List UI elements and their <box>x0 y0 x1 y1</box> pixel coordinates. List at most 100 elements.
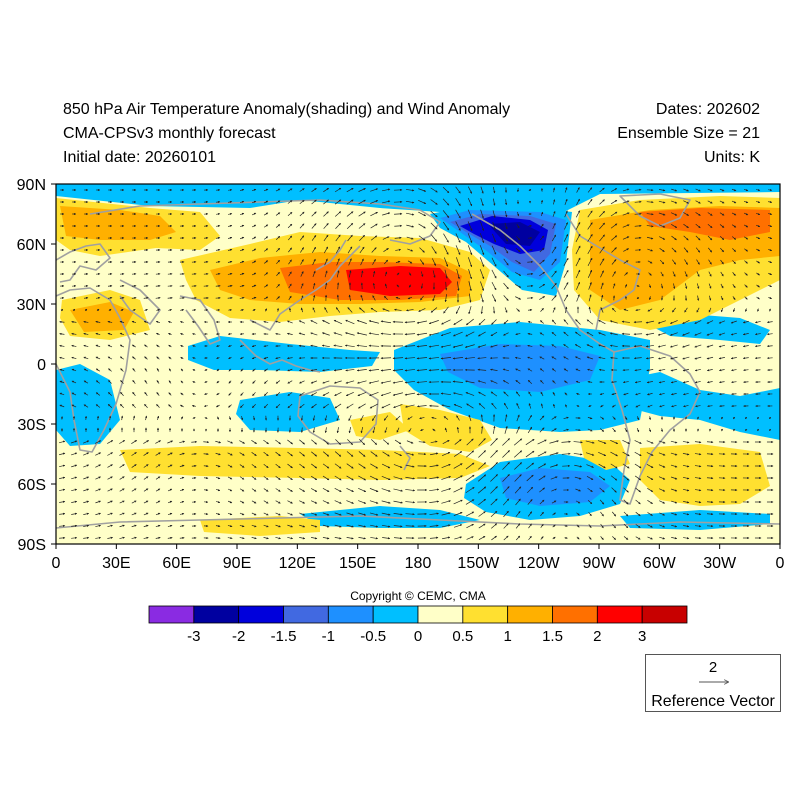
wind-vector <box>658 212 666 216</box>
wind-vector <box>744 236 749 240</box>
wind-vector <box>324 258 328 266</box>
wind-vector <box>730 344 737 348</box>
wind-vector <box>732 272 736 277</box>
wind-vector <box>696 271 700 277</box>
wind-vector <box>404 345 416 348</box>
wind-vector <box>251 272 257 276</box>
wind-vector <box>156 344 160 348</box>
lon-tick-label: 0 <box>776 555 785 572</box>
wind-vector <box>287 200 293 204</box>
wind-vector <box>768 284 773 288</box>
wind-vector <box>143 320 148 324</box>
colorbar-swatch <box>552 605 598 624</box>
lon-tick-label: 30W <box>703 555 737 572</box>
wind-vector <box>756 236 761 240</box>
wind-vector <box>346 199 354 205</box>
wind-vector <box>504 222 508 230</box>
wind-vector <box>467 209 473 219</box>
wind-vector <box>552 187 556 193</box>
wind-vector <box>502 345 510 348</box>
wind-vector <box>385 271 388 277</box>
wind-vector <box>610 211 618 217</box>
wind-vector <box>732 260 736 264</box>
wind-vector <box>527 344 533 347</box>
wind-vector <box>442 198 450 206</box>
wind-vector <box>742 345 749 348</box>
wind-vector <box>718 320 726 324</box>
wind-vector <box>288 271 292 277</box>
wind-vector <box>732 248 736 252</box>
wind-vector <box>107 284 113 288</box>
wind-vector <box>467 197 473 207</box>
wind-vector <box>300 283 304 289</box>
lon-tick-label: 90E <box>223 555 251 572</box>
wind-vector <box>659 236 666 240</box>
wind-vector <box>275 320 281 324</box>
coastline-north-america-west <box>471 213 615 353</box>
wind-vector <box>361 270 364 278</box>
wind-vector <box>551 331 557 337</box>
wind-vector <box>240 224 245 228</box>
wind-vector <box>418 235 426 241</box>
reference-arrow-icon <box>699 677 732 687</box>
wind-vector <box>337 282 340 290</box>
colorbar-swatch <box>372 605 419 624</box>
wind-vector <box>634 200 642 203</box>
wind-vector <box>416 345 428 348</box>
lat-tick-label: 90S <box>18 537 46 554</box>
wind-vector <box>754 333 761 336</box>
wind-vector <box>516 223 520 229</box>
wind-vector <box>251 248 257 252</box>
colorbar-swatch <box>238 605 284 624</box>
wind-vector <box>718 332 726 336</box>
wind-vector <box>756 248 761 252</box>
wind-vector <box>719 224 725 228</box>
wind-vector <box>479 257 485 268</box>
wind-vector <box>612 307 616 313</box>
wind-vector <box>180 344 184 348</box>
wind-vector <box>239 260 245 264</box>
wind-vector <box>370 235 378 241</box>
wind-vector <box>275 224 281 228</box>
wind-vector <box>227 284 233 288</box>
wind-vector <box>515 284 522 288</box>
wind-vector <box>276 296 280 300</box>
wind-vector <box>370 200 379 204</box>
wind-vector <box>251 224 257 228</box>
wind-vector <box>658 200 666 204</box>
wind-vector <box>288 295 292 301</box>
coastlines <box>56 193 780 529</box>
wind-vector <box>744 260 748 264</box>
wind-vector <box>143 332 148 336</box>
wind-vector <box>228 236 233 240</box>
wind-vector <box>444 269 448 279</box>
wind-vector <box>72 308 76 312</box>
wind-vector <box>394 308 402 311</box>
wind-vector <box>251 188 257 192</box>
wind-vector <box>598 319 606 325</box>
wind-vector <box>358 223 366 229</box>
wind-vector <box>455 186 461 194</box>
wind-vector <box>455 306 461 314</box>
wind-vector <box>452 331 463 337</box>
wind-vector <box>456 269 460 280</box>
wind-vector <box>335 246 341 254</box>
wind-vector <box>756 272 760 276</box>
wind-vector <box>611 188 618 192</box>
colorbar-label: -1 <box>322 628 335 645</box>
wind-vector <box>754 345 761 348</box>
colorbar-label: -3 <box>187 628 200 645</box>
wind-vector <box>441 319 451 325</box>
wind-vector <box>610 223 618 229</box>
anomaly-region-pacific-warm-3 <box>346 266 452 296</box>
wind-vector <box>251 344 256 348</box>
wind-vector <box>622 224 630 228</box>
wind-vector <box>432 258 436 266</box>
lon-tick-label: 90W <box>583 555 617 572</box>
wind-vector <box>324 307 328 313</box>
wind-vector <box>59 356 65 359</box>
colorbar-swatch <box>417 605 464 624</box>
wind-vector <box>587 187 593 193</box>
wind-vector <box>766 332 773 336</box>
coastline-india <box>179 295 221 345</box>
